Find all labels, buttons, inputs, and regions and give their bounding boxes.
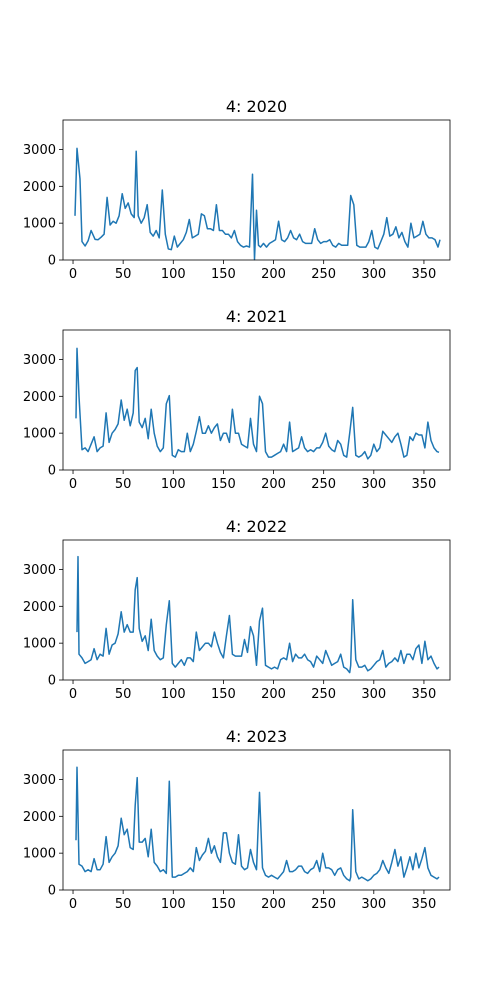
x-tick-label: 100	[161, 267, 186, 282]
x-tick-label: 250	[311, 267, 336, 282]
y-tick-label: 0	[48, 464, 56, 479]
y-tick-label: 1000	[23, 637, 56, 652]
axes-frame	[62, 329, 451, 471]
y-tick-label: 3000	[23, 143, 56, 158]
x-tick-label: 50	[115, 477, 132, 492]
subplot-title: 4: 2020	[226, 97, 287, 116]
series-line	[75, 347, 440, 460]
x-tick-label: 150	[211, 897, 236, 912]
subplot-1: 4: 2020 0 50 100 150 200 250 300 350 0 1000 2000 300…	[23, 97, 451, 282]
x-tick-label: 300	[361, 897, 386, 912]
subplot-title: 4: 2022	[226, 517, 287, 536]
subplot-4: 4: 2023 0 50 100 150 200 250 300 350 0 1000 2000 300…	[23, 727, 451, 912]
x-tick-label: 200	[261, 897, 286, 912]
y-tick-label: 1000	[23, 847, 56, 862]
y-tick-label: 2000	[23, 180, 56, 195]
x-tick-label: 350	[412, 477, 437, 492]
x-tick-label: 250	[311, 687, 336, 702]
y-tick-label: 0	[48, 674, 56, 689]
x-tick-label: 200	[261, 477, 286, 492]
y-tick-label: 2000	[23, 810, 56, 825]
axes-frame	[62, 749, 451, 891]
x-tick-label: 0	[69, 477, 77, 492]
x-tick-label: 0	[69, 267, 77, 282]
x-tick-label: 150	[211, 477, 236, 492]
x-tick-label: 250	[311, 477, 336, 492]
series-line	[75, 766, 440, 882]
subplot-2: 4: 2021 0 50 100 150 200 250 300 350 0 1000 2000 300…	[23, 307, 451, 492]
x-tick-label: 300	[361, 477, 386, 492]
subplot-title: 4: 2021	[226, 307, 287, 326]
x-tick-label: 150	[211, 687, 236, 702]
y-tick-label: 2000	[23, 390, 56, 405]
axes-frame	[62, 119, 451, 261]
x-tick-label: 50	[115, 897, 132, 912]
y-tick-label: 0	[48, 254, 56, 269]
x-tick-label: 0	[69, 897, 77, 912]
series-line	[74, 147, 441, 261]
y-tick-label: 1000	[23, 217, 56, 232]
x-tick-label: 200	[261, 687, 286, 702]
x-tick-label: 50	[115, 267, 132, 282]
x-tick-label: 350	[412, 687, 437, 702]
subplot-title: 4: 2023	[226, 727, 287, 746]
y-tick-label: 2000	[23, 600, 56, 615]
x-tick-label: 100	[161, 687, 186, 702]
axes-frame	[62, 539, 451, 681]
series-line	[76, 555, 440, 674]
x-tick-label: 300	[361, 687, 386, 702]
x-tick-label: 350	[412, 897, 437, 912]
y-tick-label: 1000	[23, 427, 56, 442]
x-tick-label: 350	[412, 267, 437, 282]
y-tick-label: 3000	[23, 563, 56, 578]
y-tick-label: 3000	[23, 353, 56, 368]
y-tick-label: 0	[48, 884, 56, 899]
x-tick-label: 150	[211, 267, 236, 282]
y-tick-label: 3000	[23, 773, 56, 788]
subplot-3: 4: 2022 0 50 100 150 200 250 300 350 0 1000 2000 300…	[23, 517, 451, 702]
x-tick-label: 200	[261, 267, 286, 282]
x-tick-label: 250	[311, 897, 336, 912]
x-tick-label: 0	[69, 687, 77, 702]
x-tick-label: 100	[161, 897, 186, 912]
x-tick-label: 50	[115, 687, 132, 702]
x-tick-label: 100	[161, 477, 186, 492]
x-tick-label: 300	[361, 267, 386, 282]
